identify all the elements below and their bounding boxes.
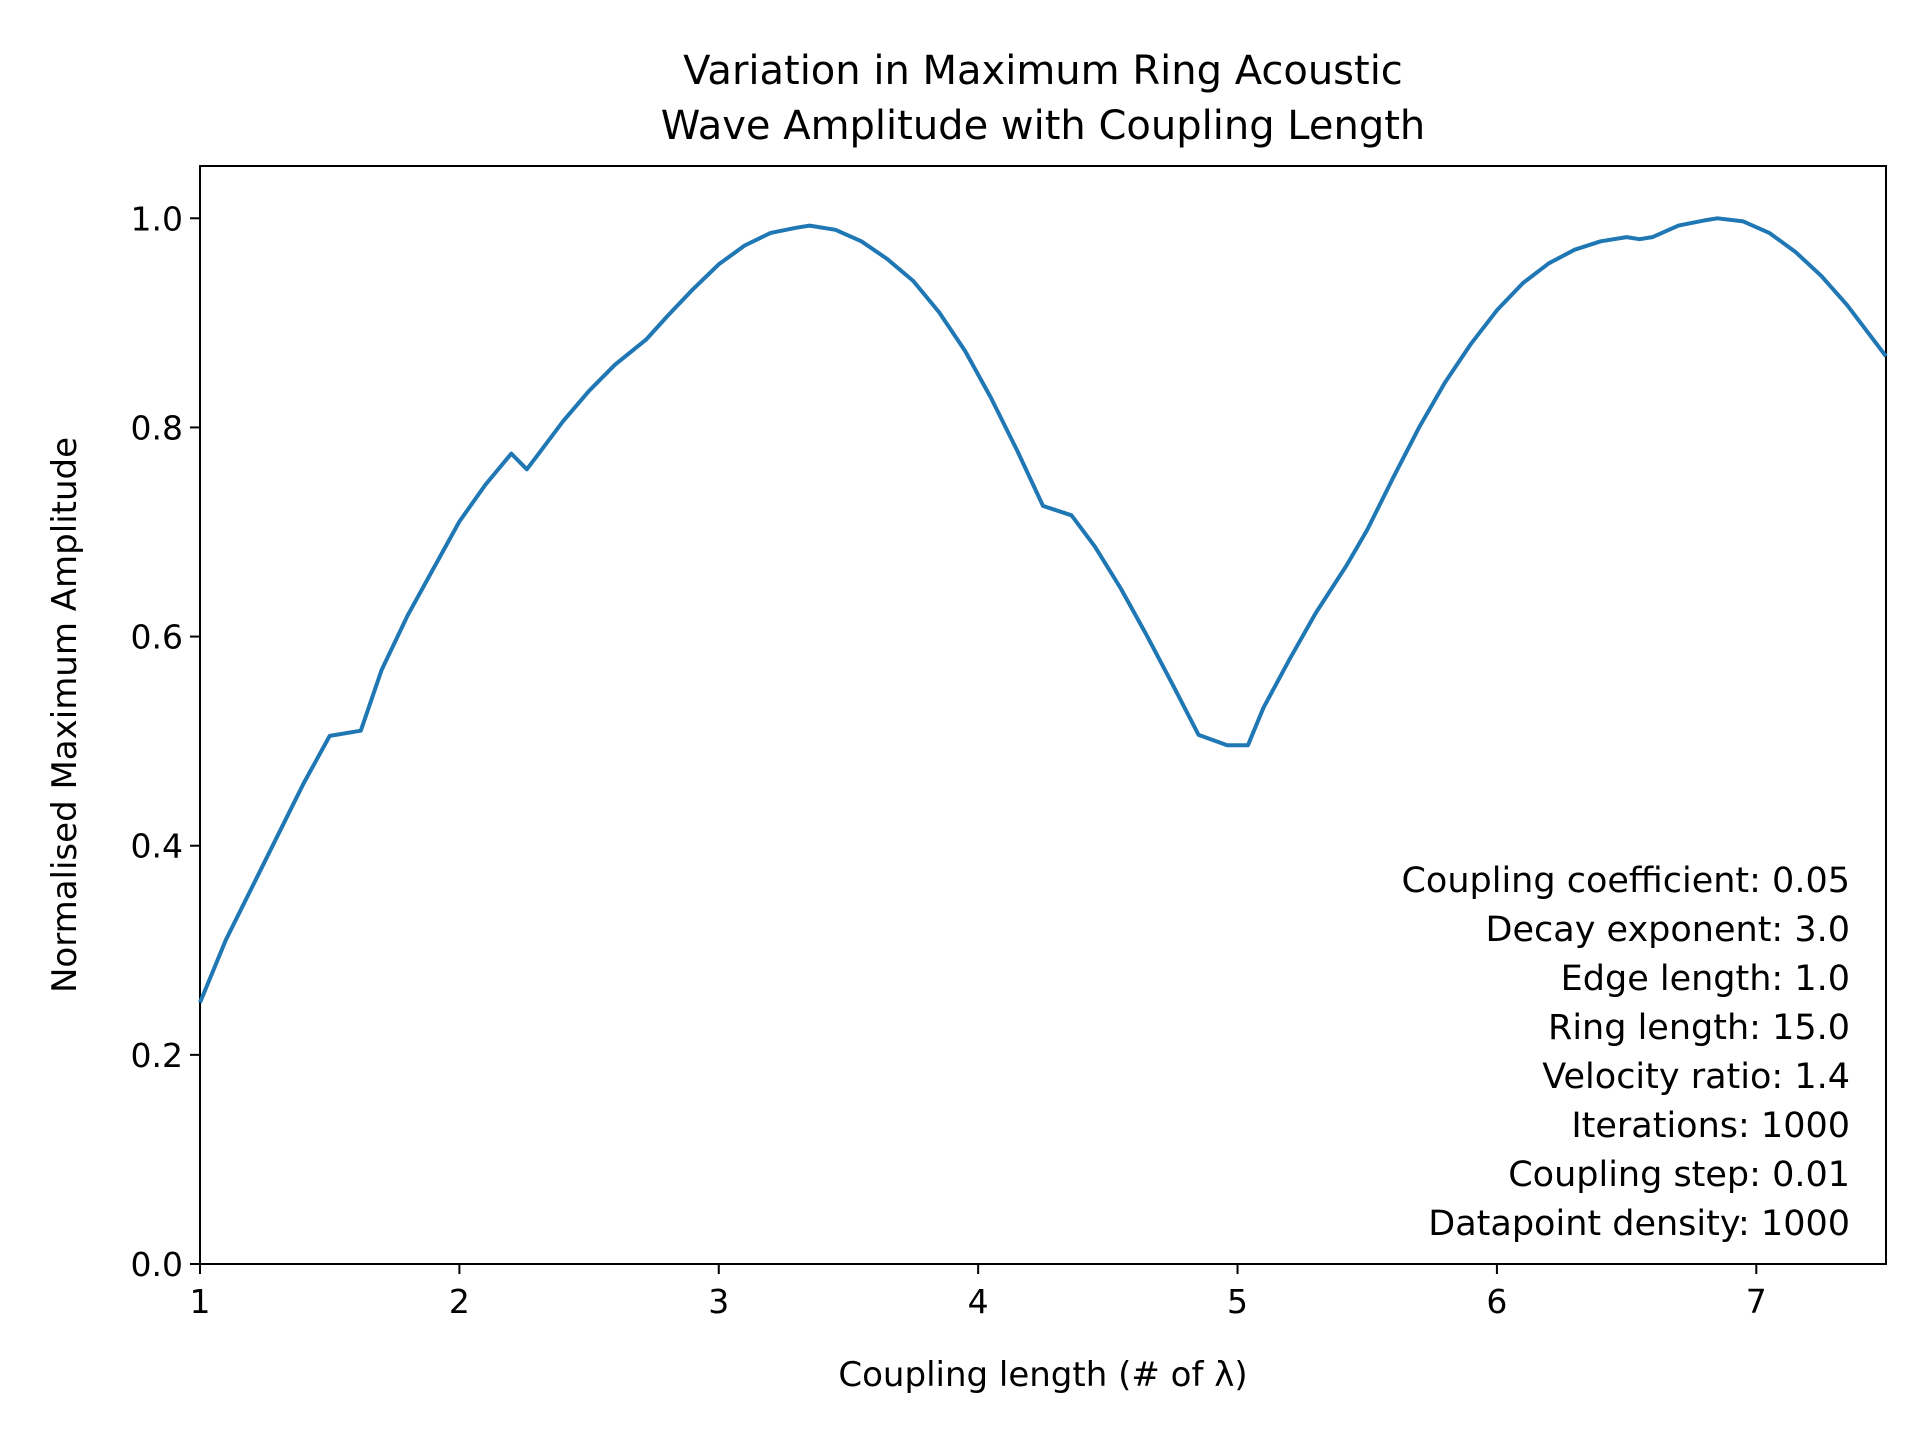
x-tick-label: 3 [708,1282,729,1321]
annotation-line: Ring length: 15.0 [1548,1008,1850,1048]
y-tick-label: 0.2 [131,1036,183,1075]
parameter-annotations: Coupling coefficient: 0.05 Decay exponent… [1401,861,1850,1244]
x-tick-label: 7 [1746,1282,1767,1321]
chart-title-line-1: Variation in Maximum Ring Acoustic [683,48,1403,94]
chart-title: Variation in Maximum Ring Acoustic Wave A… [661,48,1426,149]
y-tick-label: 0.0 [131,1245,183,1284]
x-tick-label: 5 [1227,1282,1248,1321]
annotation-line: Decay exponent: 3.0 [1486,910,1850,950]
annotation-line: Datapoint density: 1000 [1428,1204,1850,1244]
x-tick-label: 2 [449,1282,470,1321]
chart-title-line-2: Wave Amplitude with Coupling Length [661,103,1426,149]
annotation-line: Edge length: 1.0 [1561,959,1850,999]
series-line [198,216,1888,1004]
annotation-line: Coupling step: 0.01 [1508,1155,1850,1195]
annotation-line: Coupling coefficient: 0.05 [1401,861,1850,901]
y-tick-label: 0.4 [131,827,183,866]
annotation-line: Iterations: 1000 [1571,1106,1850,1146]
x-axis-label: Coupling length (# of λ) [838,1355,1247,1395]
y-tick-label: 0.6 [131,618,183,657]
x-tick-label: 4 [968,1282,989,1321]
y-axis-ticks: 0.0 0.2 0.4 0.6 0.8 1.0 [131,199,200,1284]
y-axis-label: Normalised Maximum Amplitude [45,437,85,993]
x-axis-ticks: 1 2 3 4 5 6 7 [190,1264,1767,1321]
x-tick-label: 6 [1486,1282,1507,1321]
annotation-line: Velocity ratio: 1.4 [1542,1057,1850,1097]
plot-area-frame [199,165,1887,1265]
x-tick-label: 1 [190,1282,211,1321]
y-tick-label: 1.0 [131,199,183,238]
y-tick-label: 0.8 [131,408,183,447]
